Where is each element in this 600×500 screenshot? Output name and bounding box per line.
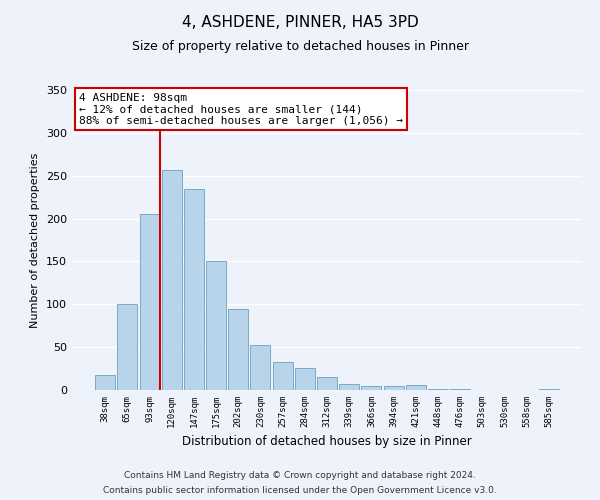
Text: 4, ASHDENE, PINNER, HA5 3PD: 4, ASHDENE, PINNER, HA5 3PD (182, 15, 418, 30)
Bar (383, 386, 404, 390)
Bar (317, 377, 337, 390)
Bar (184, 188, 204, 390)
Text: Contains public sector information licensed under the Open Government Licence v3: Contains public sector information licen… (103, 486, 497, 495)
Bar (361, 386, 382, 390)
Bar (228, 308, 248, 390)
Text: Contains HM Land Registry data © Crown copyright and database right 2024.: Contains HM Land Registry data © Crown c… (124, 471, 476, 480)
Bar (295, 368, 315, 390)
Bar (118, 304, 137, 390)
Bar (162, 170, 182, 390)
Bar (539, 389, 559, 390)
Bar (272, 362, 293, 390)
X-axis label: Distribution of detached houses by size in Pinner: Distribution of detached houses by size … (182, 436, 472, 448)
Text: 4 ASHDENE: 98sqm
← 12% of detached houses are smaller (144)
88% of semi-detached: 4 ASHDENE: 98sqm ← 12% of detached house… (79, 93, 403, 126)
Bar (250, 346, 271, 390)
Y-axis label: Number of detached properties: Number of detached properties (31, 152, 40, 328)
Bar (206, 262, 226, 390)
Bar (339, 384, 359, 390)
Bar (450, 389, 470, 390)
Bar (95, 374, 115, 390)
Bar (406, 385, 426, 390)
Text: Size of property relative to detached houses in Pinner: Size of property relative to detached ho… (131, 40, 469, 53)
Bar (140, 214, 160, 390)
Bar (428, 389, 448, 390)
